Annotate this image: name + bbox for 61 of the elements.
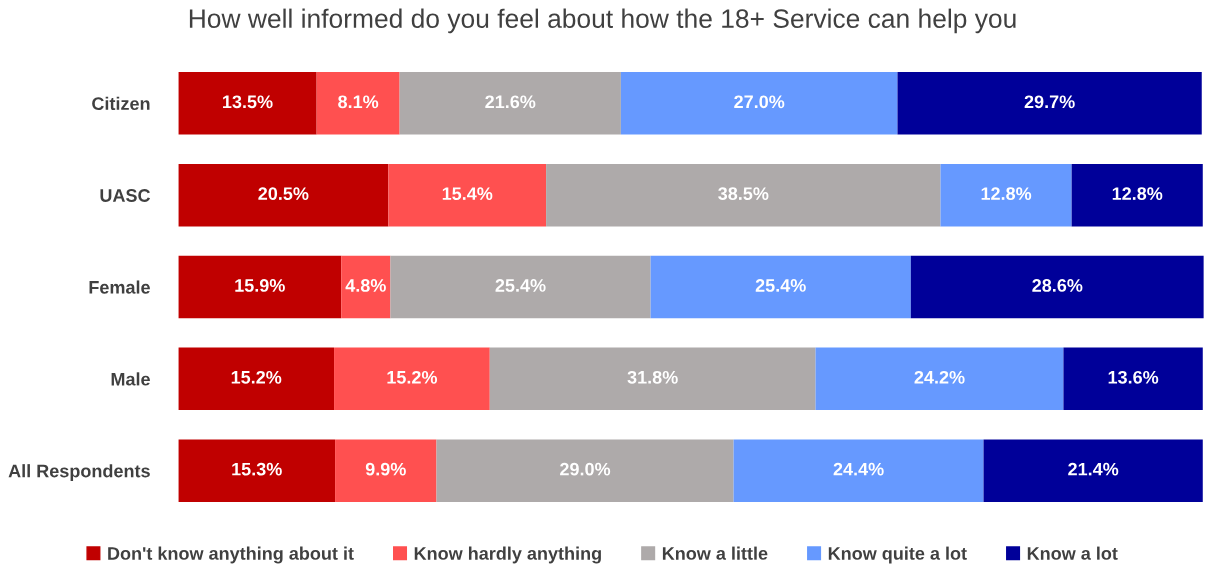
bar bbox=[1063, 347, 1203, 411]
bar bbox=[178, 72, 317, 135]
bar bbox=[650, 255, 911, 319]
data-label: 25.4% bbox=[755, 279, 806, 292]
bar bbox=[316, 72, 400, 135]
bar bbox=[546, 163, 941, 227]
bar bbox=[334, 347, 490, 411]
data-label: 21.6% bbox=[485, 95, 536, 109]
bar bbox=[897, 72, 1202, 135]
data-label: 8.1% bbox=[338, 95, 379, 109]
chart-title: How well informed do you feel about how the 18+ Service can help you bbox=[189, 8, 1016, 34]
data-label: 12.8% bbox=[1112, 187, 1163, 201]
bar bbox=[436, 439, 734, 502]
bar bbox=[341, 255, 391, 319]
data-label: 12.8% bbox=[981, 187, 1032, 201]
bar bbox=[620, 72, 898, 135]
data-label: 38.5% bbox=[718, 187, 769, 201]
data-label: 29.7% bbox=[1024, 95, 1075, 109]
data-label: 21.4% bbox=[1068, 462, 1119, 476]
y-tick-label: All Respondents bbox=[8, 464, 150, 481]
bar bbox=[388, 163, 547, 227]
data-label: 25.4% bbox=[495, 279, 546, 292]
legend-label: Know a lot bbox=[1027, 546, 1118, 560]
legend-label: Know quite a lot bbox=[828, 546, 967, 564]
bar bbox=[178, 347, 335, 411]
bar bbox=[489, 347, 816, 411]
y-tick-label: UASC bbox=[100, 189, 151, 202]
data-label: 15.3% bbox=[232, 462, 282, 476]
data-label: 4.8% bbox=[345, 279, 386, 292]
bar bbox=[178, 439, 336, 502]
data-label: 24.2% bbox=[914, 370, 965, 384]
legend-label: Don't know anything about it bbox=[108, 546, 354, 564]
data-label: 9.9% bbox=[365, 462, 406, 476]
legend-label: Know a little bbox=[662, 546, 768, 560]
data-label: 15.9% bbox=[235, 279, 285, 292]
data-label: 15.2% bbox=[387, 370, 438, 384]
data-label: 15.2% bbox=[231, 370, 282, 384]
bar bbox=[178, 163, 389, 227]
data-label: 28.6% bbox=[1032, 279, 1083, 292]
legend-label: Know hardly anything bbox=[414, 546, 601, 564]
bar bbox=[983, 439, 1203, 502]
bar bbox=[910, 255, 1204, 319]
bar bbox=[399, 72, 621, 135]
data-label: 13.6% bbox=[1108, 370, 1159, 384]
data-label: 13.5% bbox=[223, 95, 273, 109]
bar bbox=[390, 255, 651, 319]
data-label: 31.8% bbox=[627, 370, 678, 384]
data-label: 24.4% bbox=[833, 462, 884, 476]
bar bbox=[1071, 163, 1203, 227]
data-label: 20.5% bbox=[258, 187, 309, 201]
y-tick-label: Citizen bbox=[92, 96, 150, 111]
data-label: 29.0% bbox=[560, 462, 611, 476]
bar bbox=[940, 163, 1072, 227]
y-tick-label: Male bbox=[111, 372, 150, 386]
bar bbox=[335, 439, 437, 502]
bar bbox=[815, 347, 1064, 411]
data-label: 27.0% bbox=[734, 95, 785, 109]
y-tick-label: Female bbox=[89, 280, 150, 294]
data-label: 15.4% bbox=[442, 187, 493, 201]
bar bbox=[178, 255, 342, 319]
bar bbox=[733, 439, 984, 502]
